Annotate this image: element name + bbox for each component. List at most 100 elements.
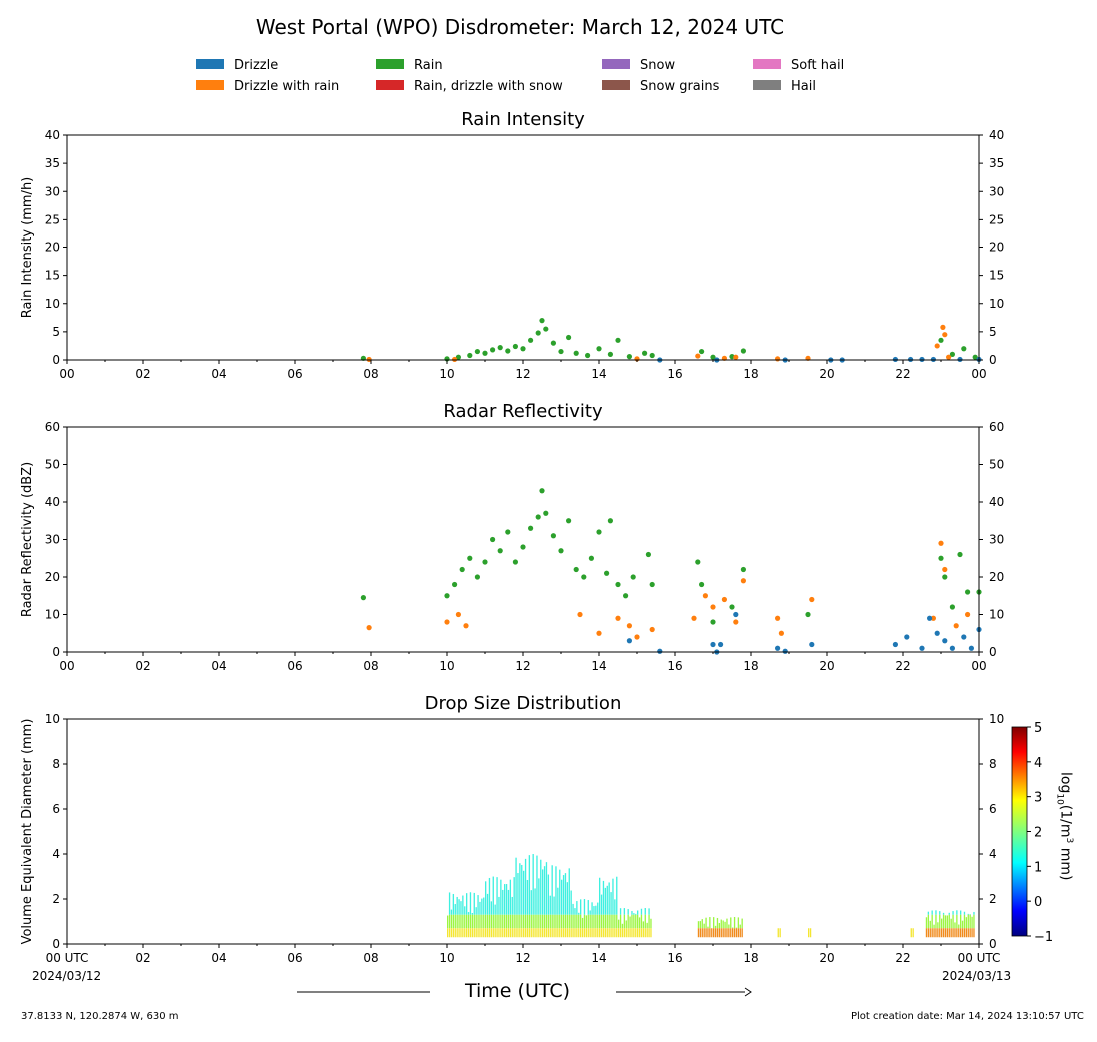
dsd-cell-middle [644,914,646,929]
x-tick-label: 10 [439,367,454,381]
dsd-cell-middle [471,914,474,929]
dsd-cell-lower [515,928,517,938]
data-point [702,593,709,599]
y-tick-label-right: 30 [989,533,1004,547]
dsd-cell-lower [614,928,616,938]
dsd-cell-middle [735,927,738,929]
dsd-cell-lower [562,928,565,938]
colorbar-tick-label: −1 [1034,930,1053,945]
data-point [558,348,564,355]
y-tick-label-right: 40 [989,128,1004,142]
dsd-cell-lower [462,928,464,938]
dsd-cell-lower [566,928,569,938]
panel-title-radar-reflectivity: Radar Reflectivity [443,401,603,422]
colorbar [1011,726,1028,937]
dsd-cell-upper [532,854,534,915]
x-tick-label: 18 [743,951,758,965]
dsd-cell-middle [500,914,502,929]
dsd-cell-middle [528,914,531,929]
data-point [649,626,655,633]
dsd-cell-upper [619,908,622,915]
data-point [908,356,914,363]
dsd-cell-lower [481,928,483,938]
y-tick-label: 60 [45,420,60,434]
dsd-cell-upper [960,910,962,915]
legend-label: Drizzle with rain [234,79,340,94]
data-point [497,345,503,351]
legend-label: Rain [414,58,443,73]
dsd-cell-upper [576,901,578,915]
dsd-cell-middle [547,914,550,929]
dsd-cell-lower [542,928,544,938]
x-tick-label: 00 [59,367,74,381]
legend-item-hail: Hail [753,79,816,94]
dsd-cell-middle [604,914,607,929]
dsd-cell-upper [547,874,550,915]
dsd-cell-middle [492,914,494,929]
dsd-cell-lower [701,928,703,938]
dsd-cell-middle [524,914,527,929]
dsd-cell-lower [705,928,707,938]
y-tick-label-right: 20 [989,241,1004,255]
dsd-cell-middle [559,914,561,929]
y-tick-label: 0 [52,937,60,951]
dsd-cell-middle [557,914,559,929]
dsd-cell-middle [927,914,930,929]
dsd-cell-upper [467,912,470,915]
dsd-cell-upper [631,911,633,915]
dsd-cell-middle [456,914,458,929]
data-point [930,615,937,621]
dsd-cell-lower [486,928,489,938]
legend-label: Rain, drizzle with snow [414,79,563,94]
dsd-cell-middle [448,914,451,929]
dsd-cell-lower [733,928,736,938]
dsd-cell-upper [519,863,521,915]
dsd-cell-lower [509,928,512,938]
dsd-cell-lower [498,928,500,938]
y-tick-label-right: 50 [989,458,1004,472]
dsd-cell-upper [504,884,506,915]
data-point [528,525,534,531]
start-date: 2024/03/12 [32,969,102,983]
dsd-cell-middle [707,926,709,929]
dsd-cell-middle [724,921,726,929]
dsd-cell-upper [948,912,950,915]
y-tick-label: 8 [52,757,60,771]
dsd-cell-lower [551,928,553,938]
dsd-cell-lower [561,928,563,938]
colorbar-label: log10(1/m3 mm) [1055,772,1074,880]
dsd-cell-middle [646,922,648,929]
data-point [965,589,971,595]
data-point [463,623,469,629]
dsd-cell-lower [448,928,451,938]
dsd-cell-middle [490,914,493,929]
legend-swatch [602,80,630,90]
dsd-cell-middle [483,914,485,929]
dsd-cell-upper [536,855,538,915]
y-tick-label: 40 [45,495,60,509]
data-point [710,641,716,648]
colorbar-tick-label: 4 [1034,756,1042,771]
dsd-cell-middle [545,914,548,929]
dsd-cell-upper [469,892,472,915]
data-point [607,351,614,357]
y-axis-label: Rain Intensity (mm/h) [20,177,35,319]
data-point [497,548,503,554]
dsd-cell-lower [939,928,941,938]
dsd-cell-middle [534,914,536,929]
dsd-cell-upper [572,903,574,915]
dsd-cell-middle [638,917,641,929]
data-point [467,352,473,359]
data-point [904,634,910,640]
y-tick-label-right: 10 [989,712,1004,726]
dsd-cell-lower [479,928,481,938]
dsd-cell-middle [600,914,603,929]
dsd-cell-upper [511,896,513,915]
dsd-cell-middle [739,924,741,929]
dsd-cell-upper [488,877,491,915]
colorbar-label-end: mm) [1057,843,1074,881]
dsd-cell-lower [511,928,513,938]
dsd-cell-upper [564,873,567,915]
dsd-cell-lower [530,928,532,938]
x-tick-label: 20 [819,659,834,673]
